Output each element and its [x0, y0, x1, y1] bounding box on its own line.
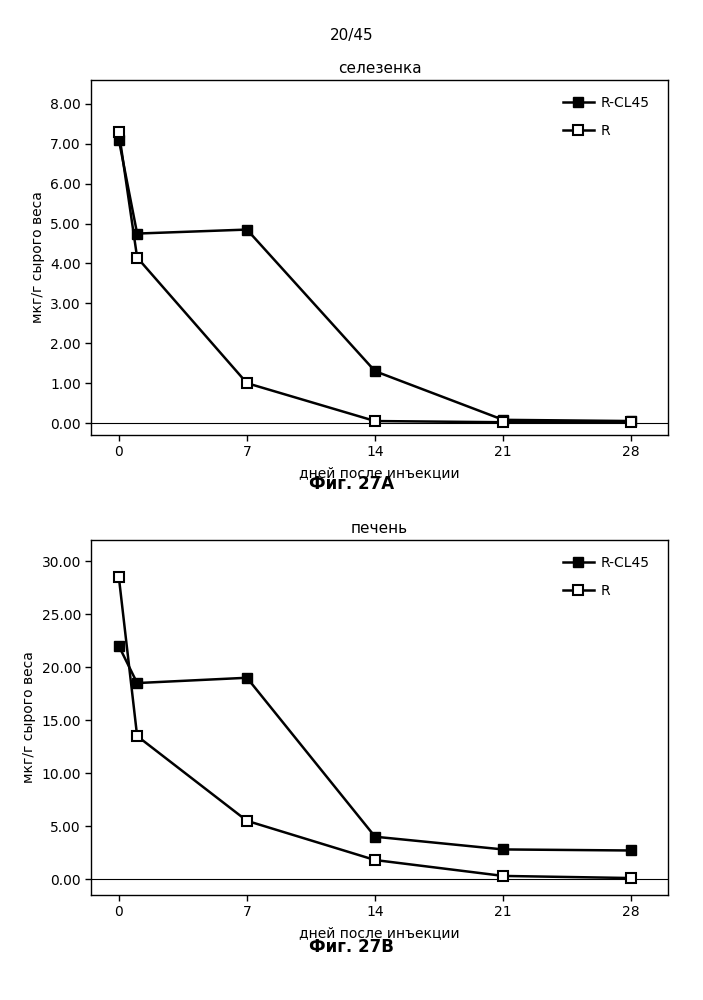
Legend: R-CL45, R: R-CL45, R: [557, 90, 655, 143]
Legend: R-CL45, R: R-CL45, R: [557, 550, 655, 603]
Text: Фиг. 27B: Фиг. 27B: [309, 938, 394, 956]
Y-axis label: мкг/г сырого веса: мкг/г сырого веса: [22, 652, 36, 783]
X-axis label: дней после инъекции: дней после инъекции: [299, 466, 460, 480]
Title: селезенка: селезенка: [338, 61, 421, 76]
X-axis label: дней после инъекции: дней после инъекции: [299, 926, 460, 940]
Text: Фиг. 27А: Фиг. 27А: [309, 475, 394, 493]
Y-axis label: мкг/г сырого веса: мкг/г сырого веса: [31, 192, 45, 323]
Text: 20/45: 20/45: [330, 28, 373, 43]
Title: печень: печень: [351, 521, 408, 536]
